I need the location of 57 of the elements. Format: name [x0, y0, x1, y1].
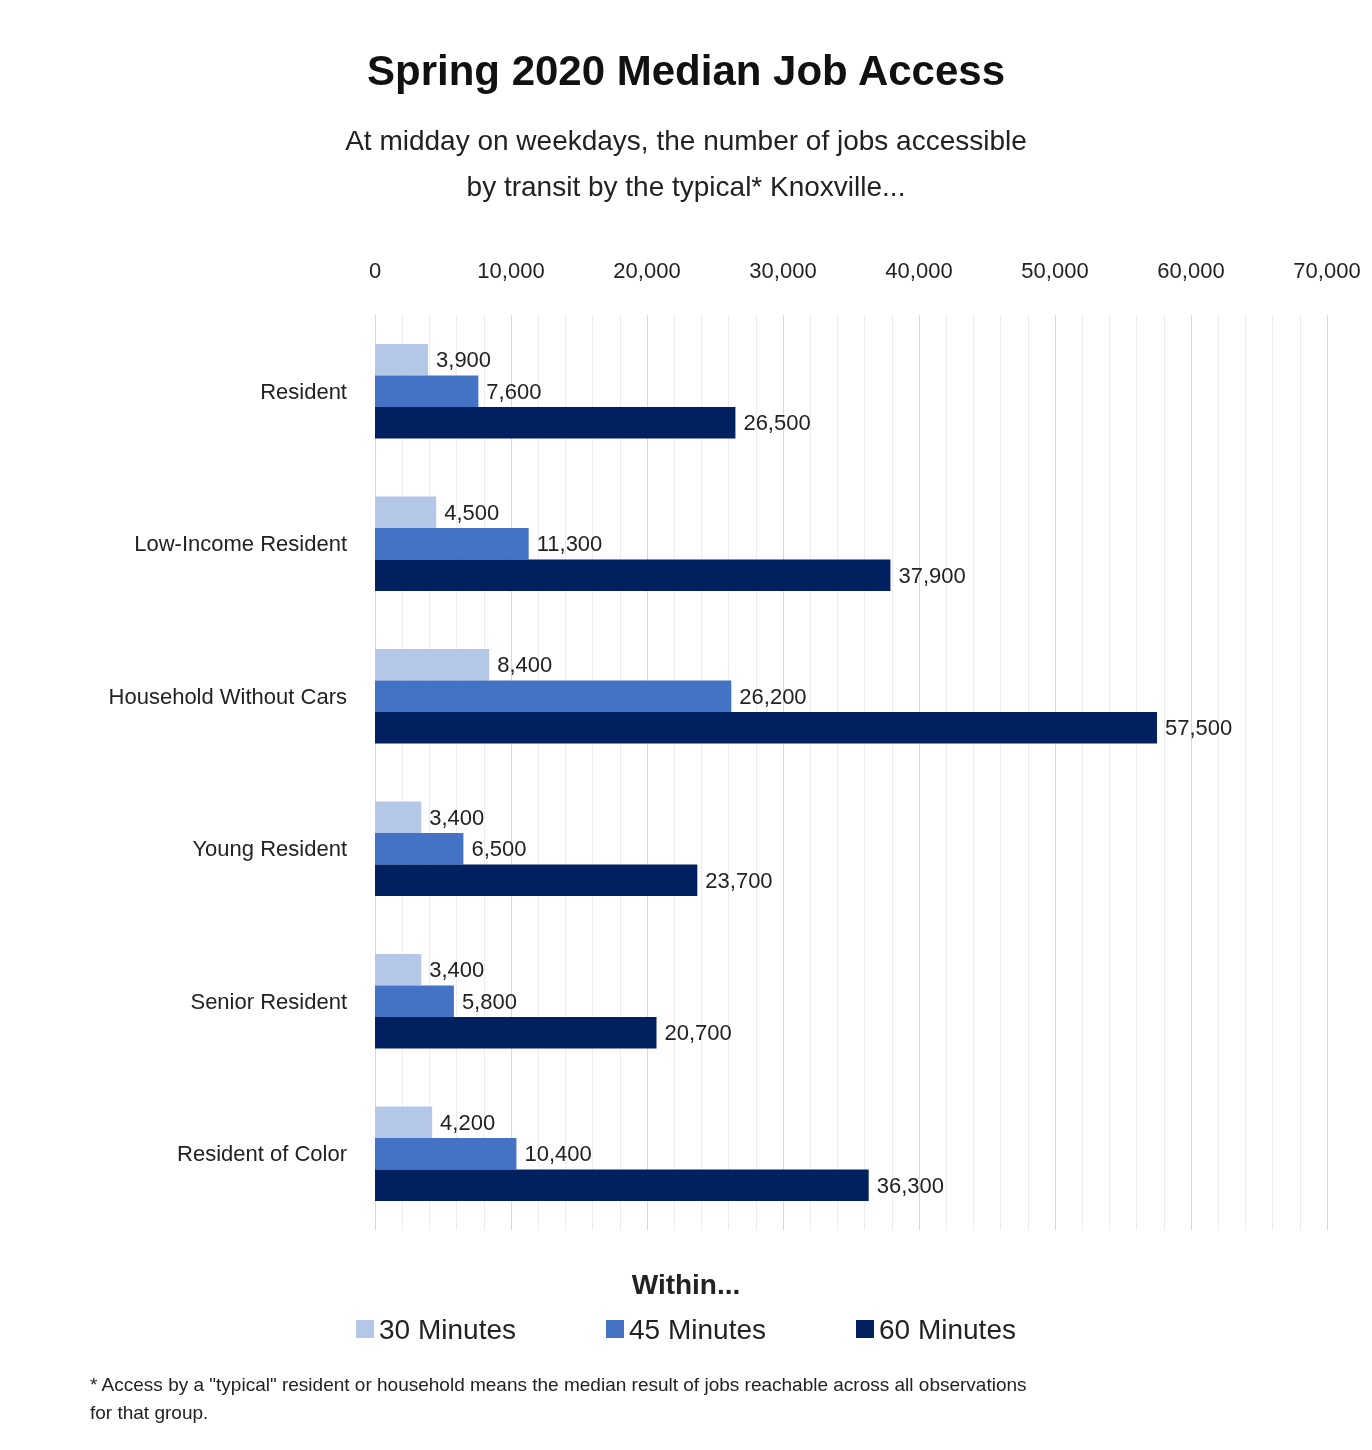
bar	[375, 864, 698, 897]
x-tick-label: 70,000	[1293, 257, 1361, 283]
bar	[375, 407, 736, 439]
bar	[375, 832, 464, 865]
data-label: 37,900	[898, 562, 966, 588]
x-tick-label: 40,000	[885, 257, 953, 283]
bar	[375, 496, 437, 528]
data-label: 26,200	[739, 683, 807, 709]
bar	[375, 801, 422, 833]
x-tick-label: 10,000	[477, 257, 545, 283]
y-tick-label: Household Without Cars	[108, 683, 347, 709]
data-label: 3,400	[429, 957, 485, 983]
data-label: 20,700	[664, 1020, 732, 1046]
data-label: 26,500	[743, 410, 811, 436]
x-tick-label: 30,000	[749, 257, 817, 283]
y-tick-label: Young Resident	[192, 836, 347, 862]
bar	[375, 1106, 433, 1138]
legend-label: 45 Minutes	[629, 1313, 766, 1345]
legend-title: Within...	[631, 1268, 741, 1300]
x-tick-label: 50,000	[1021, 257, 1089, 283]
bar	[375, 953, 422, 986]
data-label: 5,800	[461, 988, 517, 1014]
bar	[375, 559, 891, 592]
chart-subtitle: At midday on weekdays, the number of jobs accessible by transit by the typical* Knoxville...	[345, 124, 1027, 202]
y-tick-label: Low-Income Resident	[134, 531, 347, 557]
data-label: 8,400	[497, 652, 553, 678]
data-label: 36,300	[876, 1172, 944, 1198]
x-tick-label: 60,000	[1157, 257, 1225, 283]
data-label: 6,500	[471, 836, 527, 862]
text: * Access by a "typical" resident or household means the median result of jobs reachable across all observations for that group.	[90, 1373, 1027, 1423]
bar	[375, 1017, 657, 1049]
chart-title: Spring 2020 Median Job Access	[366, 46, 1006, 94]
data-label: 3,400	[429, 804, 485, 830]
y-tick-label: Senior Resident	[190, 988, 347, 1014]
x-tick-label: 20,000	[613, 257, 681, 283]
x-tick-label: 0	[368, 257, 382, 283]
data-label: 4,200	[440, 1109, 496, 1135]
bar	[375, 712, 1157, 744]
bar	[375, 985, 454, 1018]
y-tick-label: Resident	[260, 378, 347, 404]
bar	[375, 1169, 869, 1202]
bar	[375, 1137, 517, 1170]
y-tick-label: Resident of Color	[177, 1141, 347, 1167]
bar	[375, 343, 429, 376]
bar	[375, 648, 490, 681]
data-label: 11,300	[536, 531, 603, 557]
legend-label: 30 Minutes	[379, 1313, 517, 1345]
bar	[375, 680, 732, 713]
data-label: 10,400	[524, 1141, 592, 1167]
data-label: 57,500	[1165, 715, 1233, 741]
data-label: 23,700	[705, 867, 773, 893]
bar	[375, 527, 529, 560]
data-label: 3,900	[436, 347, 492, 373]
data-label: 7,600	[486, 378, 542, 404]
data-label: 4,500	[444, 499, 500, 525]
bar	[375, 375, 479, 408]
legend-label: 60 Minutes	[878, 1313, 1016, 1345]
